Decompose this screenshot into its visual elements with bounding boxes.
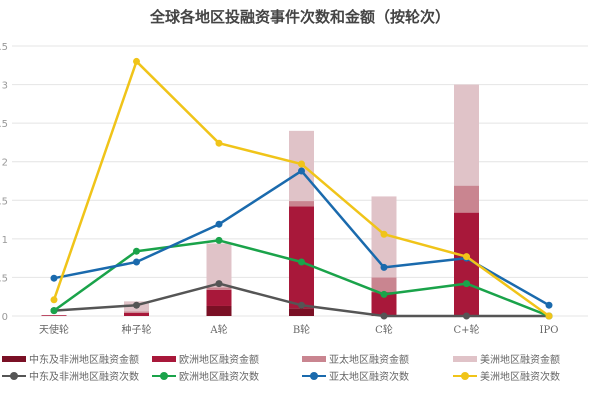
legend-item: 欧洲地区融资次数 [152, 368, 259, 383]
data-point [380, 290, 388, 298]
legend-line-marker [302, 371, 326, 381]
legend-item: 美洲地区融资次数 [453, 368, 560, 383]
bar-segment [454, 84, 479, 186]
chart-title: 全球各地区投融资事件次数和金额（按轮次） [149, 8, 450, 26]
data-point [298, 258, 305, 266]
data-point [215, 236, 223, 244]
legend-label: 亚太地区融资次数 [329, 372, 409, 383]
data-point [298, 301, 305, 309]
data-point [380, 263, 388, 271]
legend-item: 欧洲地区融资金额 [152, 351, 259, 366]
x-tick-label: C轮 [375, 323, 393, 336]
data-point [50, 307, 58, 315]
y-tick-label: 3 [2, 81, 8, 92]
bar-segment [289, 308, 314, 316]
data-point [215, 220, 223, 228]
x-tick-label: A轮 [209, 323, 227, 336]
data-point [380, 230, 388, 238]
chart-plot: 0 0.5 1 1.5 2 2.5 3 3.5 天使轮 种子轮 A轮 B轮 C轮 C+轮 IPO [0, 42, 588, 336]
y-tick-label: 1 [2, 235, 8, 246]
legend-line-marker [152, 371, 176, 381]
legend-swatch [302, 355, 326, 362]
legend-swatch [152, 355, 176, 362]
legend-label: 亚太地区融资金额 [329, 355, 409, 366]
bar-segment [124, 312, 149, 316]
legend-swatch [2, 355, 26, 362]
data-point [215, 139, 223, 147]
y-tick-label: 0 [2, 312, 8, 323]
data-point [133, 258, 140, 266]
legend-line-marker [2, 371, 26, 381]
bar-segment [206, 289, 232, 306]
x-tick-label: C+轮 [453, 323, 479, 336]
legend-label: 欧洲地区融资次数 [179, 372, 259, 383]
bar-segment [371, 277, 397, 293]
data-point [463, 253, 470, 261]
legend-item: 中东及非洲地区融资次数 [2, 368, 139, 383]
legend-item: 美洲地区融资金额 [453, 351, 560, 366]
legend-item: 亚太地区融资金额 [302, 351, 409, 366]
x-tick-label: B轮 [293, 323, 310, 336]
legend-label: 美洲地区融资金额 [480, 355, 560, 366]
legend-item: 亚太地区融资次数 [302, 368, 409, 383]
data-point [380, 312, 388, 320]
legend-item: 中东及非洲地区融资金额 [2, 351, 139, 366]
y-tick-label: 2.5 [0, 119, 8, 130]
data-point [463, 280, 470, 288]
y-tick-label: 0.5 [0, 273, 8, 284]
bar-segment [206, 305, 232, 316]
bar-segment [206, 287, 232, 290]
y-tick-label: 3.5 [0, 42, 8, 53]
y-tick-label: 2 [2, 158, 8, 169]
data-point [298, 160, 305, 168]
data-point [133, 57, 140, 65]
legend-line-marker [453, 371, 477, 381]
bar-segment [371, 292, 397, 316]
bar-segment [124, 311, 149, 313]
legend-label: 欧洲地区融资金额 [179, 355, 259, 366]
legend-label: 中东及非洲地区融资金额 [29, 355, 139, 366]
data-point [215, 280, 223, 288]
data-point [545, 301, 553, 309]
data-point [545, 312, 553, 320]
data-point [133, 247, 140, 255]
x-tick-label: IPO [540, 325, 559, 336]
legend-label: 中东及非洲地区融资次数 [29, 372, 139, 383]
bar-segment [454, 185, 479, 213]
x-tick-label: 种子轮 [122, 323, 152, 336]
x-tick-label: 天使轮 [39, 323, 69, 336]
data-point [298, 167, 305, 175]
legend-label: 美洲地区融资次数 [480, 372, 560, 383]
bar-segment [289, 206, 314, 309]
data-point [50, 274, 58, 282]
bar-segment [289, 201, 314, 207]
data-point [133, 301, 140, 309]
data-point [463, 312, 470, 320]
legend-swatch [453, 355, 477, 362]
data-point [50, 296, 58, 304]
bar-segment [41, 315, 67, 316]
y-tick-label: 1.5 [0, 196, 8, 207]
